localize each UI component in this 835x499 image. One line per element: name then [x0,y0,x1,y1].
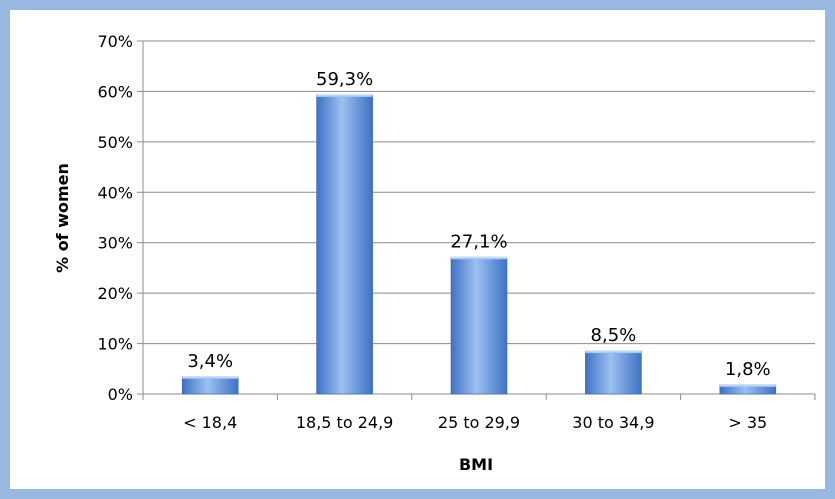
bar-cap-2 [451,256,507,260]
y-tick-label: 70% [97,32,133,51]
x-axis-title: BMI [459,455,493,474]
y-tick-label: 20% [97,284,133,303]
gridlines [137,40,815,395]
data-label-3: 8,5% [591,325,637,346]
data-label-2: 27,1% [450,231,507,252]
bar-0 [181,376,239,395]
x-tick-label-2: 25 to 29,9 [438,413,520,432]
y-axis-title: % of women [53,163,72,273]
bar-cap-4 [719,383,776,387]
y-tick-label: 30% [97,234,133,253]
bar-cap-3 [585,350,642,354]
y-tick-label: 10% [97,335,133,354]
data-label-1: 59,3% [316,69,373,90]
data-label-4: 1,8% [725,359,771,380]
x-tick-label-0: < 18,4 [183,413,237,432]
data-label-0: 3,4% [187,351,233,372]
bar-1 [316,94,373,395]
bar-cap-0 [182,375,239,379]
y-tick-label: 40% [97,183,133,202]
x-tick-label-4: > 35 [728,413,767,432]
bar-3 [585,350,642,395]
bar-2 [450,257,508,395]
data-labels: 3,4% 59,3% 27,1% 8,5% 1,8% [187,69,770,380]
bars [181,93,777,395]
y-tick-label: 60% [97,82,133,101]
y-tick-label: 50% [97,133,133,152]
x-tick-labels: < 18,4 18,5 to 24,9 25 to 29,9 30 to 34,9 > … [183,413,767,432]
y-tick-labels: 0% 10% 20% 30% 40% 50% 60% 70% [97,32,133,404]
y-tick-label: 0% [108,385,133,404]
bar-cap-1 [316,93,373,97]
x-tick-label-3: 30 to 34,9 [572,413,654,432]
x-tick-label-1: 18,5 to 24,9 [296,413,393,432]
